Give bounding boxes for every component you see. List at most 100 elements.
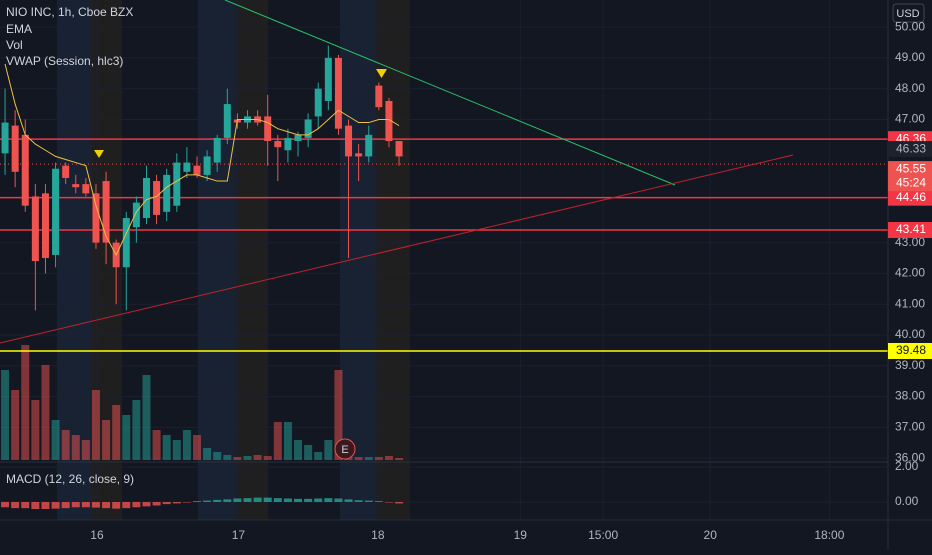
currency: USD <box>896 8 919 20</box>
candle-body <box>92 193 100 243</box>
y-tick-label: 36.00 <box>895 450 925 464</box>
level-label: 44.46 <box>896 190 926 204</box>
macd-bar <box>374 501 383 502</box>
macd-bar <box>152 501 161 506</box>
macd-bar <box>61 501 70 509</box>
afterhours-band <box>376 0 410 520</box>
x-tick-label: 19 <box>514 528 528 542</box>
macd-bar <box>11 501 20 509</box>
candle-body <box>304 119 312 138</box>
volume-bar <box>21 345 30 460</box>
candle-body <box>163 174 171 212</box>
volume-bar <box>213 452 222 460</box>
earnings-text: E <box>341 444 348 456</box>
volume-bar <box>172 440 181 460</box>
macd-bar <box>314 498 323 502</box>
macd-bar <box>31 501 40 509</box>
y-tick-label: 43.00 <box>895 235 925 249</box>
candle-body <box>132 202 140 228</box>
volume-bar <box>243 456 252 460</box>
volume-bar <box>112 405 121 460</box>
candle-body <box>314 88 322 117</box>
macd-bar <box>253 497 262 502</box>
title: NIO INC, 1h, Cboe BZX <box>6 5 133 19</box>
candle-body <box>395 141 403 157</box>
x-tick-label: 15:00 <box>588 528 618 542</box>
macd-bar <box>91 501 100 508</box>
volume-bar <box>91 390 100 460</box>
premarket-band <box>340 0 376 520</box>
x-tick-label: 18:00 <box>814 528 844 542</box>
macd-bar <box>263 497 272 502</box>
indicator-label: Vol <box>6 38 23 52</box>
macd-bar <box>273 498 282 502</box>
trend-line <box>224 0 676 186</box>
macd-bar <box>182 501 191 503</box>
candle-body <box>264 116 272 142</box>
volume-bar <box>263 456 272 460</box>
macd-bar <box>384 501 393 503</box>
macd-bar <box>102 501 111 509</box>
volume-bar <box>51 420 60 460</box>
macd-bar <box>1 501 10 508</box>
candle-body <box>375 85 383 108</box>
volume-bar <box>142 375 151 460</box>
macd-bar <box>172 501 181 504</box>
volume-bar <box>11 390 20 460</box>
currency-box[interactable] <box>892 3 925 23</box>
volume-bar <box>364 457 373 460</box>
macd-bar <box>364 500 373 502</box>
volume-bar <box>283 422 292 460</box>
macd-bar <box>243 498 252 502</box>
volume-bar <box>31 400 40 460</box>
candle-body <box>11 125 19 172</box>
macd-bar <box>294 498 303 502</box>
candle-body <box>153 181 161 215</box>
volume-bar <box>233 457 242 460</box>
macd-bar <box>71 501 80 508</box>
macd-bar <box>142 501 151 507</box>
macd-tick-label: 2.00 <box>895 459 919 473</box>
candle-body <box>345 125 353 157</box>
macd-bar <box>21 501 30 509</box>
trend-line <box>0 154 794 344</box>
macd-bar <box>203 500 212 502</box>
earnings-badge[interactable] <box>334 438 356 460</box>
y-tick-label: 42.00 <box>895 266 925 280</box>
volume-bar <box>334 370 343 460</box>
volume-bar <box>294 440 303 460</box>
macd-bar <box>122 501 131 509</box>
candle-body <box>365 134 373 157</box>
candle-body <box>334 57 342 129</box>
afterhours-band <box>236 0 268 520</box>
level-label: 43.41 <box>896 222 926 236</box>
candle-body <box>294 134 302 142</box>
vwap-line <box>4 63 400 257</box>
x-tick-label: 18 <box>371 528 385 542</box>
volume-bar <box>314 452 323 460</box>
level-tag <box>888 343 932 360</box>
macd-bar <box>162 501 171 505</box>
y-tick-label: 48.00 <box>895 81 925 95</box>
candle-body <box>1 122 9 154</box>
y-tick-label: 50.00 <box>895 19 925 33</box>
candle-body <box>122 217 130 268</box>
premarket-band <box>198 0 236 520</box>
volume-bar <box>81 440 90 460</box>
volume-bar <box>324 440 333 460</box>
signal-marker <box>376 69 387 78</box>
candle-body <box>72 184 80 188</box>
volume-bar <box>182 430 191 460</box>
volume-bar <box>203 448 212 460</box>
candle-body <box>355 153 363 157</box>
level-tag <box>888 222 932 238</box>
ema-tag <box>888 141 932 158</box>
candle-body <box>284 137 292 151</box>
volume-bar <box>152 430 161 460</box>
macd-bar <box>283 498 292 502</box>
volume-bar <box>162 435 171 460</box>
candle-body <box>52 168 60 255</box>
candle-body <box>102 181 110 243</box>
volume-bar <box>374 457 383 460</box>
macd-bar <box>354 500 363 502</box>
